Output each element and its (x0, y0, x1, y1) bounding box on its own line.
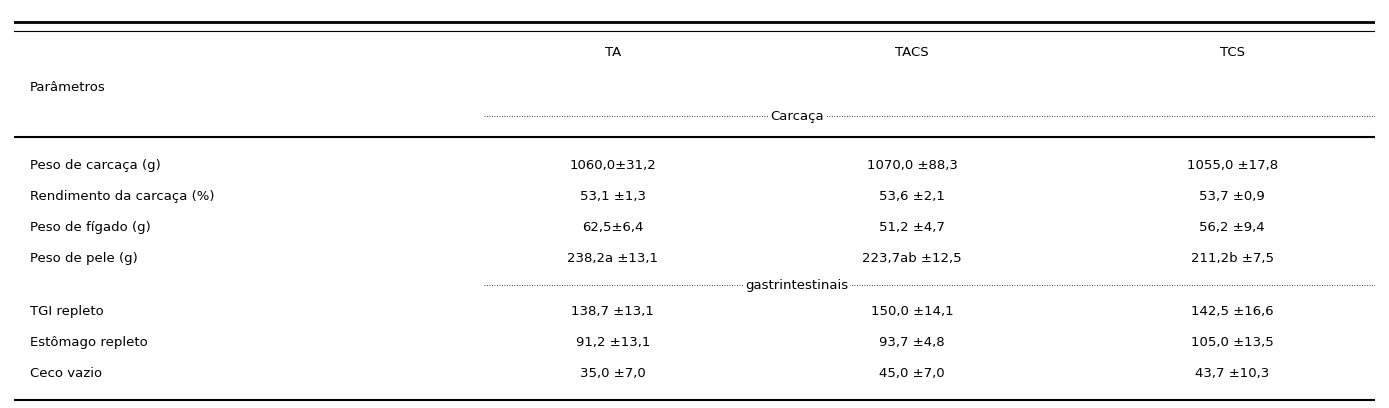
Text: 45,0 ±7,0: 45,0 ±7,0 (879, 367, 945, 380)
Text: 53,6 ±2,1: 53,6 ±2,1 (879, 190, 946, 203)
Text: 93,7 ±4,8: 93,7 ±4,8 (879, 336, 945, 349)
Text: TA: TA (604, 46, 621, 59)
Text: 1070,0 ±88,3: 1070,0 ±88,3 (867, 159, 958, 172)
Text: 91,2 ±13,1: 91,2 ±13,1 (575, 336, 650, 349)
Text: 51,2 ±4,7: 51,2 ±4,7 (879, 221, 946, 234)
Text: 53,7 ±0,9: 53,7 ±0,9 (1199, 190, 1265, 203)
Text: Peso de pele (g): Peso de pele (g) (31, 252, 138, 265)
Text: 56,2 ±9,4: 56,2 ±9,4 (1199, 221, 1265, 234)
Text: 1060,0±31,2: 1060,0±31,2 (569, 159, 656, 172)
Text: 211,2b ±7,5: 211,2b ±7,5 (1190, 252, 1274, 265)
Text: Ceco vazio: Ceco vazio (31, 367, 103, 380)
Text: Peso de carcaça (g): Peso de carcaça (g) (31, 159, 161, 172)
Text: 53,1 ±1,3: 53,1 ±1,3 (579, 190, 646, 203)
Text: Carcaça: Carcaça (770, 109, 824, 122)
Text: 105,0 ±13,5: 105,0 ±13,5 (1190, 336, 1274, 349)
Text: 150,0 ±14,1: 150,0 ±14,1 (871, 305, 954, 318)
Text: gastrintestinais: gastrintestinais (745, 279, 849, 292)
Text: 35,0 ±7,0: 35,0 ±7,0 (581, 367, 646, 380)
Text: 43,7 ±10,3: 43,7 ±10,3 (1195, 367, 1270, 380)
Text: Estômago repleto: Estômago repleto (31, 336, 149, 349)
Text: TGI repleto: TGI repleto (31, 305, 104, 318)
Text: 138,7 ±13,1: 138,7 ±13,1 (571, 305, 654, 318)
Text: 62,5±6,4: 62,5±6,4 (582, 221, 643, 234)
Text: 142,5 ±16,6: 142,5 ±16,6 (1190, 305, 1274, 318)
Text: Peso de fígado (g): Peso de fígado (g) (31, 221, 151, 234)
Text: TCS: TCS (1220, 46, 1245, 59)
Text: TACS: TACS (896, 46, 929, 59)
Text: Parâmetros: Parâmetros (31, 81, 106, 94)
Text: 1055,0 ±17,8: 1055,0 ±17,8 (1186, 159, 1278, 172)
Text: 223,7ab ±12,5: 223,7ab ±12,5 (863, 252, 963, 265)
Text: 238,2a ±13,1: 238,2a ±13,1 (567, 252, 658, 265)
Text: Rendimento da carcaça (%): Rendimento da carcaça (%) (31, 190, 215, 203)
